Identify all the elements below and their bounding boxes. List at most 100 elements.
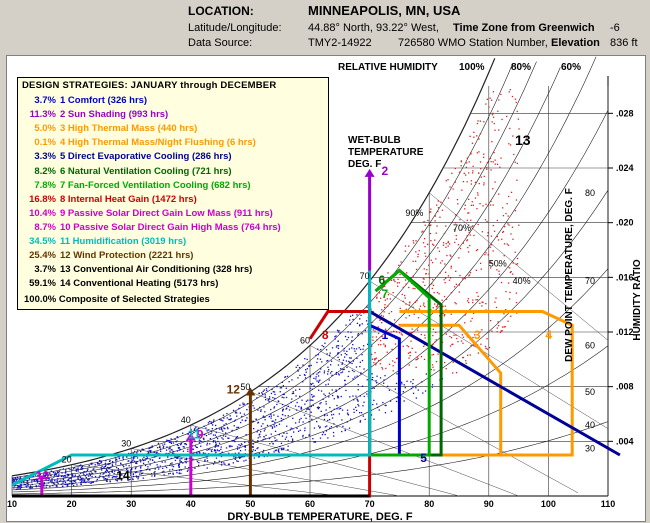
data-point bbox=[142, 472, 144, 474]
data-point bbox=[509, 291, 511, 294]
data-point bbox=[346, 354, 348, 356]
data-point bbox=[177, 465, 180, 467]
data-point bbox=[326, 414, 328, 416]
data-point bbox=[401, 383, 403, 385]
data-point bbox=[468, 301, 470, 304]
data-point bbox=[208, 433, 210, 435]
data-point bbox=[422, 281, 424, 283]
data-point bbox=[445, 225, 447, 227]
data-point bbox=[310, 364, 312, 367]
data-point bbox=[68, 474, 70, 476]
data-point bbox=[416, 358, 418, 360]
data-point bbox=[50, 475, 52, 477]
data-point bbox=[451, 172, 453, 174]
data-point bbox=[323, 370, 326, 372]
data-point bbox=[306, 358, 308, 361]
data-point bbox=[71, 482, 74, 485]
data-point bbox=[392, 330, 395, 333]
data-point bbox=[183, 443, 186, 445]
data-point bbox=[452, 372, 454, 374]
data-point bbox=[374, 330, 376, 332]
data-point bbox=[211, 428, 213, 430]
data-point bbox=[310, 383, 313, 386]
data-point bbox=[145, 469, 148, 471]
data-point bbox=[435, 306, 438, 308]
data-point bbox=[353, 348, 355, 350]
y-axis-label: HUMIDITY RATIO bbox=[632, 259, 643, 341]
data-point bbox=[226, 426, 229, 429]
data-point bbox=[352, 395, 354, 397]
data-point bbox=[44, 478, 46, 480]
data-point bbox=[38, 485, 40, 487]
data-point bbox=[437, 304, 439, 306]
data-point bbox=[382, 286, 385, 288]
data-point bbox=[185, 457, 188, 459]
data-point bbox=[303, 374, 306, 376]
data-point bbox=[45, 472, 47, 474]
data-point bbox=[87, 475, 90, 477]
data-point bbox=[282, 410, 284, 412]
data-point bbox=[346, 412, 349, 414]
data-point bbox=[222, 420, 224, 422]
data-point bbox=[171, 468, 174, 470]
data-point bbox=[489, 246, 491, 248]
data-point bbox=[150, 451, 152, 453]
data-point bbox=[466, 239, 469, 241]
data-point bbox=[142, 449, 144, 451]
data-point bbox=[480, 343, 482, 345]
data-point bbox=[219, 435, 221, 437]
data-point bbox=[476, 292, 478, 294]
data-point bbox=[13, 478, 15, 480]
x-tick-label: 10 bbox=[7, 499, 17, 509]
data-point bbox=[185, 443, 187, 445]
data-point bbox=[362, 415, 364, 417]
data-point bbox=[400, 333, 403, 335]
data-point bbox=[428, 273, 430, 275]
data-point bbox=[499, 331, 502, 333]
source-label: Data Source: bbox=[188, 37, 253, 49]
data-point bbox=[424, 246, 426, 248]
data-point bbox=[217, 437, 219, 440]
data-point bbox=[462, 357, 464, 359]
data-point bbox=[455, 334, 457, 336]
data-point bbox=[477, 192, 479, 194]
data-point bbox=[475, 249, 478, 252]
y-tick-label: .028 bbox=[616, 108, 634, 118]
data-point bbox=[71, 469, 73, 471]
data-point bbox=[234, 452, 236, 454]
data-point bbox=[77, 468, 79, 470]
data-point bbox=[335, 346, 338, 348]
data-point bbox=[289, 429, 291, 431]
data-point bbox=[258, 456, 260, 458]
data-point bbox=[109, 480, 111, 482]
data-point bbox=[91, 472, 93, 474]
data-point bbox=[283, 432, 285, 434]
data-point bbox=[467, 246, 469, 249]
zone-label: 7 bbox=[382, 287, 389, 301]
data-point bbox=[466, 240, 468, 242]
strategy-zone bbox=[399, 323, 503, 457]
strategy-zones bbox=[11, 168, 621, 498]
data-point bbox=[501, 118, 503, 121]
data-point bbox=[95, 480, 98, 482]
data-point bbox=[398, 332, 401, 334]
data-point bbox=[280, 417, 282, 420]
data-point bbox=[360, 412, 363, 414]
data-point bbox=[430, 224, 432, 226]
data-point bbox=[460, 340, 463, 342]
data-point bbox=[315, 378, 317, 380]
data-point bbox=[77, 476, 79, 478]
data-point bbox=[262, 390, 264, 392]
data-point bbox=[347, 375, 349, 378]
data-point bbox=[415, 366, 417, 368]
data-point bbox=[515, 301, 518, 304]
location-label: LOCATION: bbox=[188, 4, 254, 18]
data-point bbox=[472, 172, 474, 174]
data-point bbox=[377, 332, 380, 335]
data-point bbox=[198, 436, 200, 438]
data-point bbox=[463, 172, 465, 174]
data-point bbox=[263, 430, 265, 432]
data-point bbox=[431, 364, 434, 366]
data-point bbox=[281, 449, 283, 451]
data-point bbox=[165, 449, 168, 451]
